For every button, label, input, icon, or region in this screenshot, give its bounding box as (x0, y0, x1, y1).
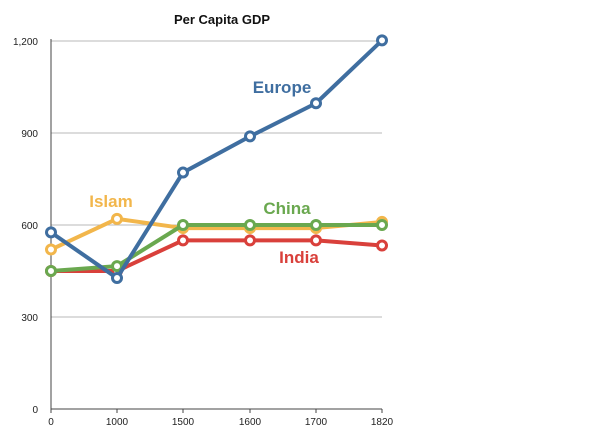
x-tick-label: 1000 (106, 417, 129, 428)
data-point-europe (376, 34, 388, 47)
data-point-europe (45, 226, 57, 239)
series-label-china: China (263, 199, 311, 218)
series-label-europe: Europe (253, 78, 312, 97)
data-point-india (177, 234, 189, 247)
x-tick-labels: 0 1000 1500 1600 1700 1820 (48, 417, 393, 428)
series-line-europe (49, 38, 384, 281)
data-point-europe (310, 97, 322, 110)
data-point-china (111, 260, 123, 273)
data-point-china (376, 219, 388, 231)
y-tick-labels: 0 300 600 900 1,200 (13, 37, 38, 416)
series-line-china (49, 223, 384, 273)
series-label-islam: Islam (89, 192, 132, 211)
series-labels: Islam India China Europe (89, 78, 319, 267)
y-tick-label: 300 (21, 313, 38, 324)
data-point-india (310, 234, 322, 247)
data-point-china (45, 265, 57, 277)
data-point-china (310, 219, 322, 231)
data-point-china (177, 219, 189, 231)
x-tick-label: 1700 (305, 417, 328, 428)
chart-title: Per Capita GDP (174, 12, 270, 27)
series-lines (45, 34, 388, 285)
gridlines (51, 40, 382, 318)
y-tick-label: 900 (21, 129, 38, 140)
data-point-islam (45, 243, 57, 256)
y-tick-label: 1,200 (13, 37, 38, 48)
data-point-europe (177, 166, 189, 179)
data-point-india (376, 239, 388, 252)
y-tick-label: 0 (32, 405, 38, 416)
axes (50, 39, 383, 413)
x-tick-label: 1600 (239, 417, 262, 428)
series-label-india: India (279, 248, 319, 267)
data-point-islam (111, 212, 123, 225)
data-point-europe (111, 272, 123, 285)
data-point-europe (244, 130, 256, 143)
data-point-india (244, 234, 256, 247)
x-tick-label: 0 (48, 417, 54, 428)
y-tick-label: 600 (21, 221, 38, 232)
data-point-china (244, 219, 256, 231)
x-tick-label: 1820 (371, 417, 394, 428)
x-tick-label: 1500 (172, 417, 195, 428)
series-line-islam (49, 216, 384, 252)
